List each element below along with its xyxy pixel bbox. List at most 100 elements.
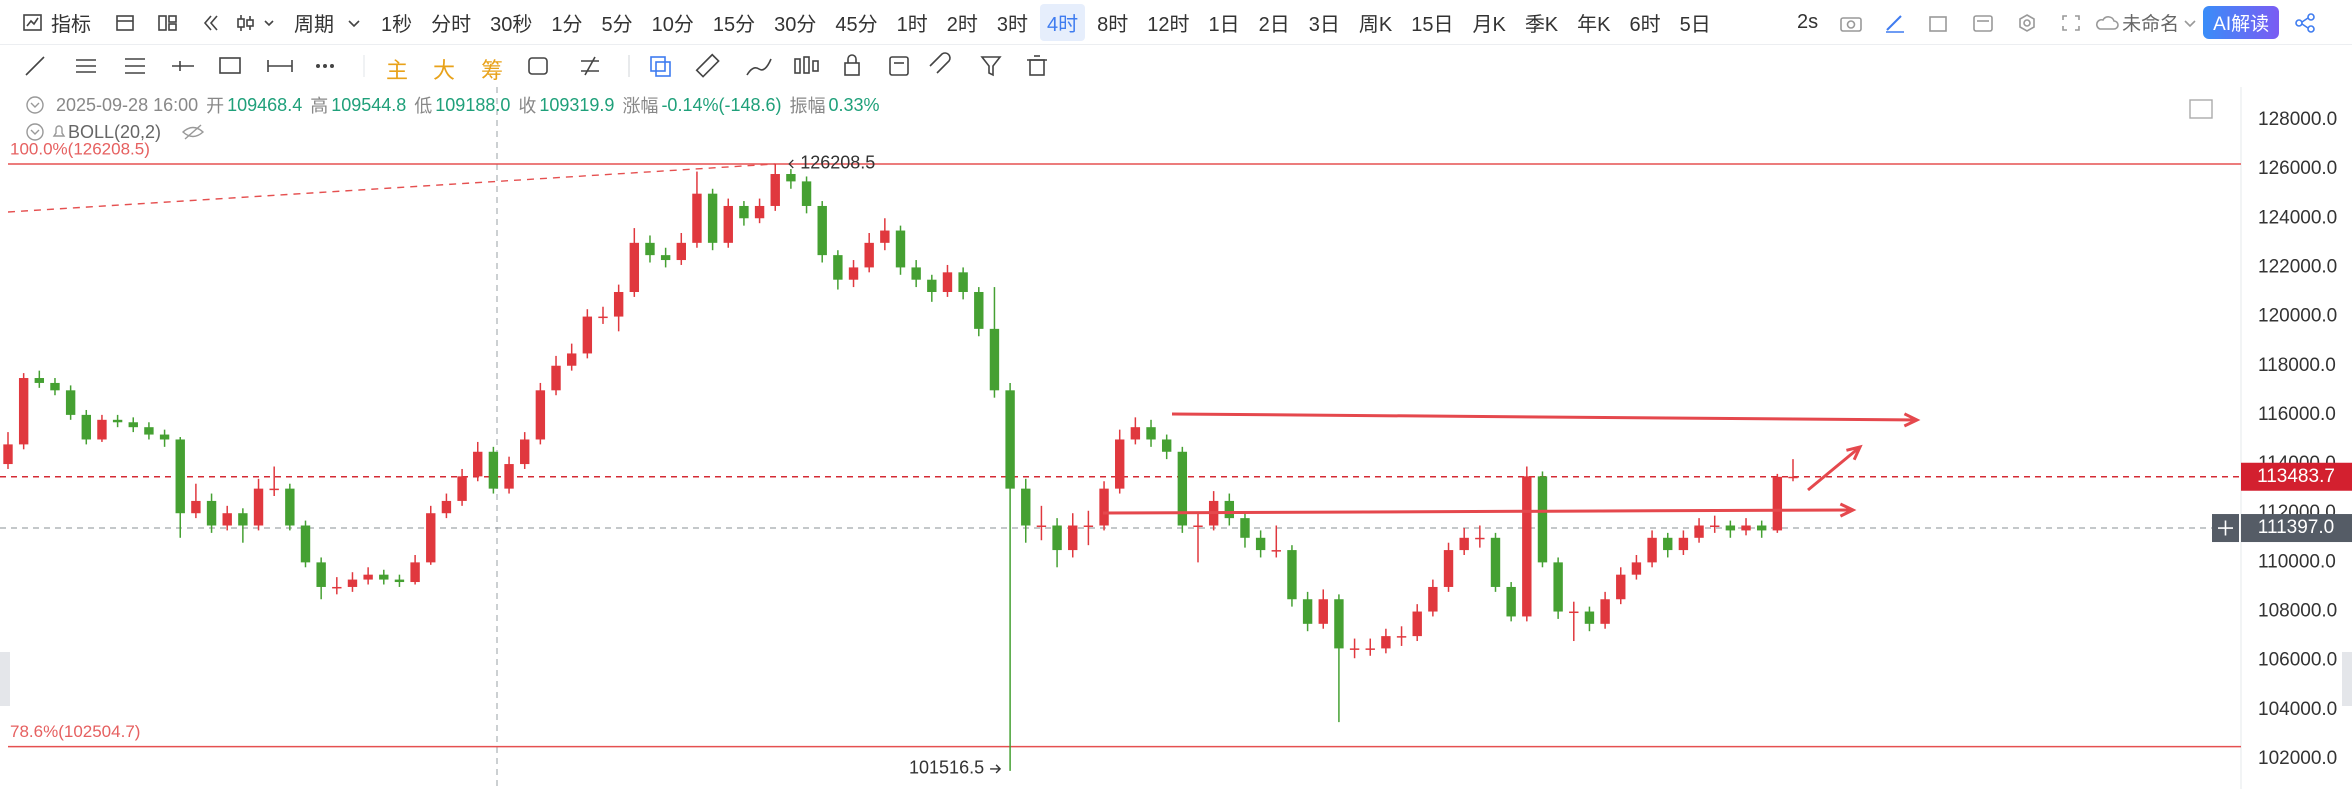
interval-button[interactable]: 1时 [896, 14, 928, 36]
candle-body [520, 439, 530, 465]
candle-body [613, 291, 624, 317]
info-label: 收 [518, 96, 537, 116]
candle-body [786, 174, 796, 182]
candle-body [300, 525, 311, 563]
last-price-label: 113483.7 [2257, 466, 2335, 487]
candle-body [175, 439, 185, 514]
parallel-tool[interactable] [76, 59, 96, 73]
lock-tool[interactable] [844, 54, 860, 76]
interval-button[interactable]: 周K [1358, 14, 1393, 36]
measure-tool[interactable] [267, 60, 293, 72]
main-chart-button[interactable]: 主 [386, 58, 409, 83]
interval-button[interactable]: 15日 [1411, 14, 1454, 36]
layout-icon[interactable] [103, 12, 147, 34]
fib-tool[interactable] [125, 58, 145, 74]
period-button[interactable]: 周期 [294, 14, 334, 36]
interval-button[interactable]: 12时 [1147, 14, 1190, 36]
arrow-line [1807, 445, 1861, 492]
brush-tool[interactable] [746, 58, 772, 76]
candle-body [1663, 537, 1673, 551]
info-label: 高 [310, 96, 329, 116]
candle-body [222, 513, 232, 526]
candle-body [1349, 648, 1360, 650]
eye-icon[interactable] [175, 120, 215, 144]
candle-body [112, 419, 123, 423]
interval-button[interactable]: 6时 [1629, 14, 1661, 36]
interval-button[interactable]: 30分 [774, 14, 817, 36]
interval-button[interactable]: 5分 [601, 14, 633, 36]
interval-button[interactable]: 1分 [551, 14, 583, 36]
replay-icon[interactable] [191, 12, 235, 34]
ai-button[interactable]: AI解读 [2203, 6, 2280, 39]
more-tool[interactable] [316, 64, 334, 68]
interval-button[interactable]: 3时 [996, 14, 1028, 36]
candle-body [1334, 599, 1344, 649]
interval-button[interactable]: 45分 [835, 14, 878, 36]
candle-body [880, 230, 890, 243]
indicator-row: BOLL(20,2) [0, 120, 215, 144]
chips-button[interactable]: 筹 [481, 58, 504, 83]
template-icon[interactable] [1962, 12, 2006, 34]
share-icon[interactable] [2285, 12, 2325, 34]
settings-icon[interactable] [2006, 12, 2050, 34]
delete-tool[interactable] [1027, 55, 1047, 76]
interval-button[interactable]: 5日 [1679, 14, 1711, 36]
filter-tool[interactable] [980, 56, 1002, 77]
interval-button[interactable]: 10分 [651, 14, 694, 36]
interval-button[interactable]: 2时 [946, 14, 978, 36]
interval-button[interactable]: 3日 [1308, 14, 1340, 36]
y-tick-label: 122000.0 [2258, 256, 2337, 277]
window-icon[interactable] [1918, 12, 1962, 34]
grid-icon[interactable] [147, 12, 191, 34]
rect-tool[interactable] [219, 57, 241, 74]
note-tool[interactable] [889, 56, 909, 76]
fullscreen-icon[interactable] [2050, 12, 2094, 34]
candle-body [754, 205, 765, 219]
interval-button[interactable]: 1秒 [381, 14, 413, 36]
interval-button[interactable]: 月K [1472, 14, 1506, 36]
hline-tool[interactable] [172, 61, 194, 71]
collapse-icon[interactable] [20, 93, 50, 117]
swap-tool[interactable] [581, 56, 599, 76]
ruler-tool[interactable] [695, 53, 720, 78]
collapse-icon[interactable] [20, 120, 50, 144]
candle-body [1130, 427, 1141, 440]
interval-button[interactable]: 季K [1524, 14, 1559, 36]
candle-body [1193, 525, 1203, 528]
magnet-tool[interactable] [929, 52, 951, 74]
arrow-head [1846, 444, 1863, 461]
interval-button[interactable]: 年K [1577, 14, 1611, 36]
candle-body [692, 193, 702, 243]
select-tool[interactable] [650, 56, 671, 77]
indicator-button[interactable]: 指标 [51, 14, 91, 36]
candle-body [566, 353, 577, 366]
candle-body [347, 579, 358, 587]
candle-body [363, 574, 373, 580]
interval-button[interactable]: 15分 [712, 14, 756, 36]
bell-icon[interactable] [50, 120, 68, 144]
pen-icon[interactable] [1874, 12, 1918, 34]
interval-button[interactable]: 1日 [1208, 14, 1240, 36]
y-tick-label: 108000.0 [2258, 601, 2337, 622]
trend-line [7, 163, 776, 213]
candle-tool[interactable] [794, 56, 819, 74]
interval-button[interactable]: 分时 [431, 14, 472, 36]
candle-body [535, 390, 546, 440]
interval-button[interactable]: 30秒 [490, 14, 533, 36]
refresh-rate[interactable]: 2s [1797, 11, 1819, 33]
sync-tool[interactable] [528, 57, 548, 75]
camera-icon[interactable] [1830, 12, 1874, 34]
info-value: 109188.0 [435, 94, 511, 115]
y-tick-label: 128000.0 [2258, 109, 2337, 130]
candle-body [1068, 525, 1078, 551]
y-tick-label: 102000.0 [2258, 748, 2337, 769]
candle-body [1522, 476, 1532, 617]
big-order-button[interactable]: 大 [433, 58, 456, 83]
interval-button[interactable]: 4时 [1040, 4, 1086, 41]
layout-name[interactable]: 未命名 [2122, 14, 2180, 35]
line-tool[interactable] [25, 56, 45, 76]
chart-type-icon[interactable] [235, 12, 283, 34]
interval-button[interactable]: 8时 [1097, 14, 1129, 36]
interval-button[interactable]: 2日 [1258, 14, 1290, 36]
candle-body [864, 242, 874, 268]
